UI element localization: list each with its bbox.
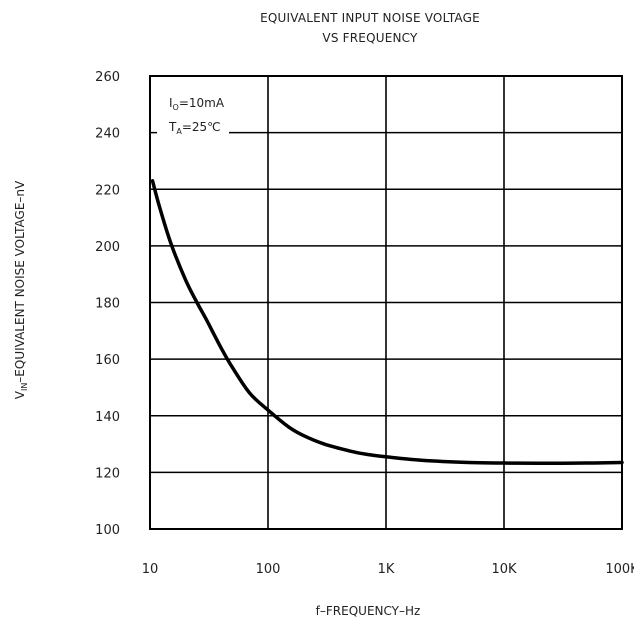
chart-title-line-2: VS FREQUENCY [322,31,418,45]
x-tick-label-1K: 1K [378,562,395,577]
annotation-ambient-temp: TA=25℃ [168,120,221,136]
y-tick-label-260: 260 [95,70,120,85]
y-tick-label-140: 140 [95,410,120,425]
noise-voltage-curve [150,179,624,466]
x-tick-label-100: 100 [256,562,281,577]
x-tick-label-100K: 100K [605,562,634,577]
y-tick-label-180: 180 [95,297,120,312]
x-tick-label-10K: 10K [491,562,517,577]
chart-title-line-1: EQUIVALENT INPUT NOISE VOLTAGE [260,11,480,25]
y-tick-label-100: 100 [95,523,120,538]
y-tick-labels: 100 120 140 160 180 200 220 240 260 [95,70,120,538]
plot-frame [149,75,623,530]
y-axis-label: VIN–EQUIVALENT NOISE VOLTAGE–nV [13,180,29,399]
annotation-output-current: IO=10mA [169,96,225,112]
y-tick-label-160: 160 [95,353,120,368]
grid-lines [150,76,622,529]
y-tick-label-120: 120 [95,466,120,481]
y-tick-label-200: 200 [95,240,120,255]
y-tick-label-240: 240 [95,127,120,142]
y-tick-label-220: 220 [95,183,120,198]
annotation-background [157,86,229,142]
x-tick-label-10: 10 [142,562,159,577]
x-axis-label: f–FREQUENCY–Hz [316,604,421,618]
x-tick-labels: 10 100 1K 10K 100K [142,562,634,577]
